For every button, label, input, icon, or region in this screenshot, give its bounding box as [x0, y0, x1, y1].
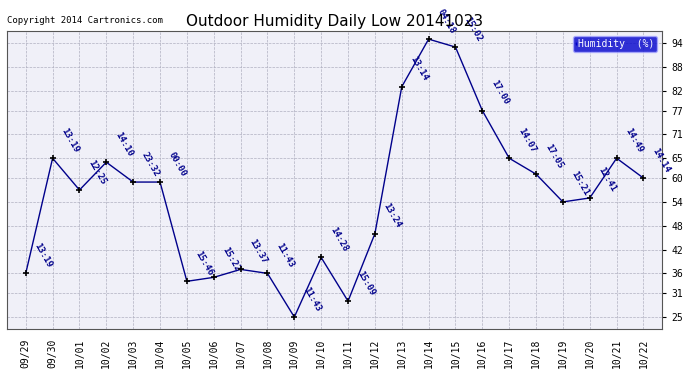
Text: 15:22: 15:22 [221, 245, 242, 273]
Text: 11:43: 11:43 [302, 285, 322, 313]
Text: 15:21: 15:21 [570, 170, 591, 198]
Text: 13:24: 13:24 [382, 202, 403, 229]
Text: Copyright 2014 Cartronics.com: Copyright 2014 Cartronics.com [7, 16, 163, 25]
Text: 13:19: 13:19 [59, 126, 81, 154]
Text: 15:46: 15:46 [194, 249, 215, 277]
Text: 17:05: 17:05 [543, 142, 564, 170]
Text: 14:49: 14:49 [624, 126, 644, 154]
Text: 14:10: 14:10 [113, 130, 135, 158]
Text: 04:18: 04:18 [435, 7, 457, 35]
Text: 12:41: 12:41 [597, 166, 618, 194]
Text: 15:02: 15:02 [462, 15, 484, 43]
Legend: Humidity  (%): Humidity (%) [573, 36, 658, 52]
Text: 13:14: 13:14 [408, 55, 430, 82]
Text: 14:07: 14:07 [516, 126, 538, 154]
Text: 14:28: 14:28 [328, 225, 349, 254]
Text: 14:14: 14:14 [651, 146, 671, 174]
Text: 23:32: 23:32 [140, 150, 161, 178]
Text: 17:00: 17:00 [489, 79, 511, 106]
Text: 12:25: 12:25 [86, 158, 108, 186]
Text: 15:09: 15:09 [355, 269, 376, 297]
Text: 00:00: 00:00 [167, 150, 188, 178]
Text: 13:37: 13:37 [248, 237, 269, 265]
Text: 11:43: 11:43 [275, 242, 295, 269]
Title: Outdoor Humidity Daily Low 20141023: Outdoor Humidity Daily Low 20141023 [186, 13, 483, 28]
Text: 13:19: 13:19 [32, 242, 54, 269]
